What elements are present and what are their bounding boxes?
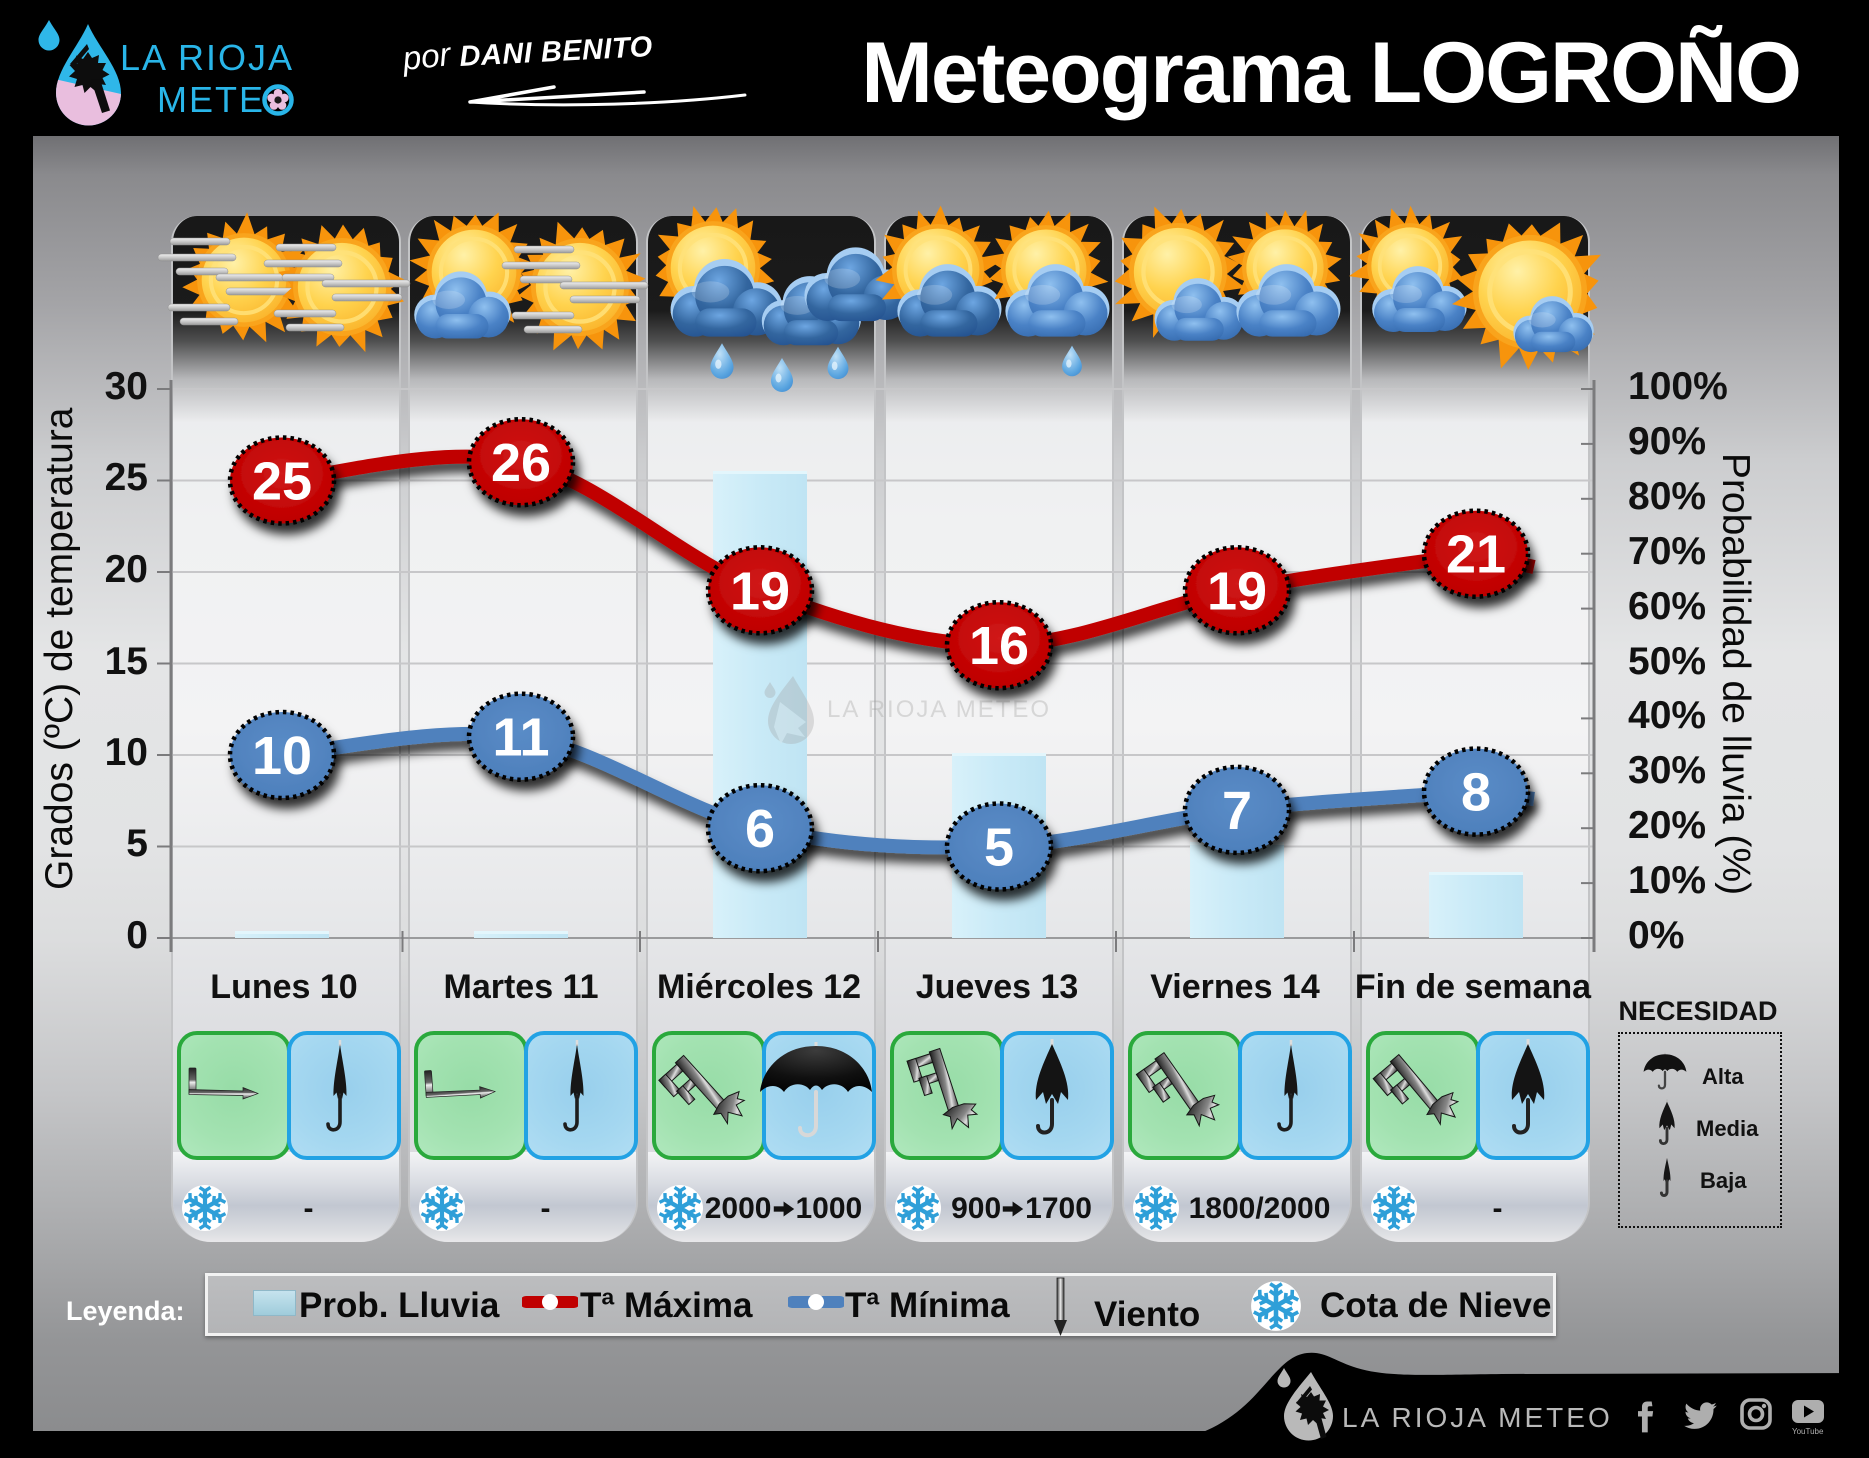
svg-text:METE: METE (157, 79, 265, 120)
svg-text:LA RIOJA METEO: LA RIOJA METEO (827, 696, 1051, 723)
svg-text:por: por (400, 35, 454, 77)
svg-text:5: 5 (984, 818, 1014, 878)
svg-text:16: 16 (969, 616, 1029, 676)
svg-text:YouTube: YouTube (1792, 1427, 1824, 1436)
svg-text:LA RIOJA METEO: LA RIOJA METEO (1342, 1402, 1613, 1433)
svg-text:21: 21 (1446, 525, 1506, 585)
svg-text:DANI BENITO: DANI BENITO (459, 31, 654, 73)
svg-text:6: 6 (745, 799, 775, 859)
svg-text:11: 11 (492, 708, 549, 768)
svg-text:25: 25 (252, 452, 312, 512)
svg-text:19: 19 (730, 561, 790, 621)
svg-text:26: 26 (491, 433, 551, 493)
svg-text:7: 7 (1222, 781, 1252, 841)
svg-text:8: 8 (1461, 763, 1491, 823)
svg-text:LA RIOJA: LA RIOJA (120, 37, 294, 78)
svg-text:19: 19 (1207, 561, 1267, 621)
svg-text:10: 10 (252, 726, 312, 786)
